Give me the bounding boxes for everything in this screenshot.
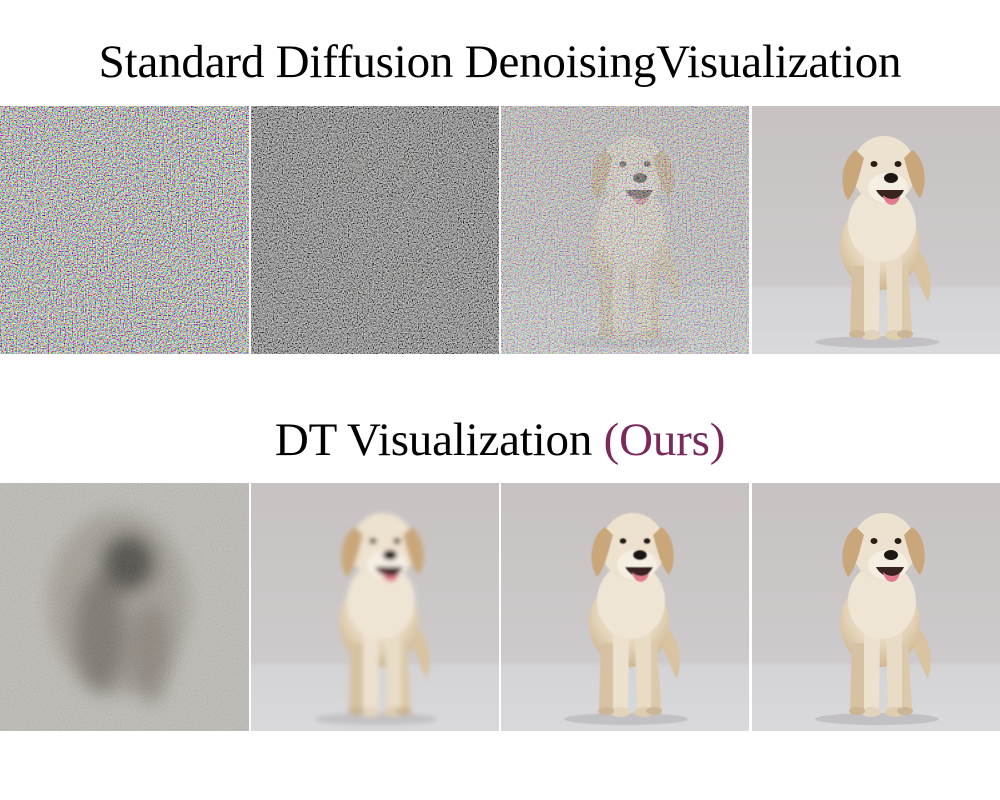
pure-noise-image xyxy=(0,106,249,354)
standard-diffusion-title: Standard Diffusion DenoisingVisualizatio… xyxy=(0,34,1000,90)
clean-dog-image xyxy=(752,106,1000,354)
dt-visualization-title: DT Visualization (Ours) xyxy=(0,412,1000,468)
heavy-noise-image xyxy=(251,106,499,354)
standard-diffusion-title-text: Standard Diffusion DenoisingVisualizatio… xyxy=(98,36,902,88)
dt-title-accent: (Ours) xyxy=(603,414,726,466)
blurry-blob-image xyxy=(0,483,249,731)
dt-title-main: DT Visualization xyxy=(274,414,604,466)
standard-diffusion-row xyxy=(0,106,1000,354)
near-clean-dog-image xyxy=(501,483,749,731)
noisy-dog-image xyxy=(501,106,749,354)
dt-visualization-row xyxy=(0,483,1000,731)
blurred-dog-image xyxy=(251,483,499,731)
final-dog-image xyxy=(752,483,1000,731)
